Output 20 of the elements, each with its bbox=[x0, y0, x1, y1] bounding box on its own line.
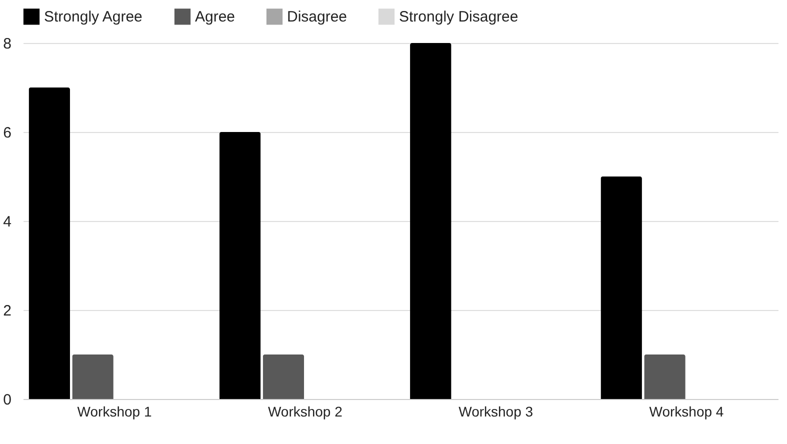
bar bbox=[644, 354, 686, 399]
y-tick-label: 0 bbox=[3, 392, 12, 408]
y-tick-label: 8 bbox=[3, 36, 12, 52]
bar bbox=[600, 176, 642, 399]
x-tick-label: Workshop 1 bbox=[77, 404, 152, 420]
y-tick-label: 4 bbox=[3, 214, 12, 230]
x-tick-label: Workshop 4 bbox=[649, 404, 724, 420]
legend-label: Agree bbox=[195, 8, 236, 26]
y-tick-label: 2 bbox=[3, 302, 12, 320]
bar bbox=[219, 132, 261, 399]
x-tick-label: Workshop 2 bbox=[268, 404, 343, 420]
bar bbox=[72, 354, 114, 399]
y-tick-label: 6 bbox=[3, 124, 12, 142]
legend-label: Strongly Disagree bbox=[399, 8, 518, 26]
bar bbox=[28, 88, 70, 399]
legend-label: Disagree bbox=[287, 8, 348, 26]
bar bbox=[410, 43, 452, 399]
x-tick-label: Workshop 3 bbox=[458, 404, 534, 420]
legend-label: Strongly Agree bbox=[44, 8, 142, 26]
bar bbox=[262, 354, 304, 399]
